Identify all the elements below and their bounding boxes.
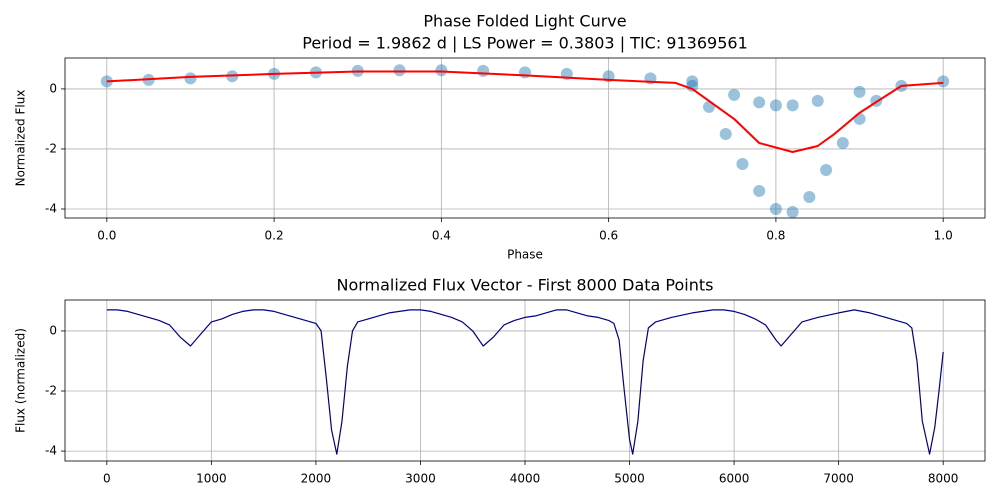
data-point: [820, 163, 833, 176]
data-point: [786, 99, 799, 112]
x-tick-label: 0.4: [432, 229, 451, 243]
data-point: [477, 64, 490, 77]
axes-frame: [64, 299, 986, 462]
x-tick-label: 4000: [510, 472, 541, 486]
x-tick-label: 1000: [196, 472, 227, 486]
chart-title: Normalized Flux Vector - First 8000 Data…: [336, 276, 713, 295]
x-tick-label: 5000: [614, 472, 645, 486]
data-line: [106, 309, 944, 455]
data-point: [853, 85, 866, 98]
data-point: [393, 64, 406, 77]
data-point: [719, 127, 732, 140]
data-point: [736, 157, 749, 170]
data-point: [803, 190, 816, 203]
y-axis-label: Flux (normalized): [14, 328, 28, 433]
data-point: [753, 184, 766, 197]
data-point: [853, 112, 866, 125]
x-tick-label: 7000: [823, 472, 854, 486]
x-tick-label: 0.2: [265, 229, 284, 243]
x-tick-label: 1.0: [934, 229, 953, 243]
y-tick-label: 0: [49, 323, 57, 337]
data-point: [769, 202, 782, 215]
data-point: [435, 64, 448, 77]
y-tick-label: 0: [49, 81, 57, 95]
x-tick-label: 2000: [301, 472, 332, 486]
chart-subtitle: Period = 1.9862 d | LS Power = 0.3803 | …: [302, 34, 748, 53]
axes-frame: [64, 57, 986, 219]
y-tick-label: -4: [45, 444, 57, 458]
chart-title: Phase Folded Light Curve: [423, 12, 626, 31]
data-point: [686, 79, 699, 92]
data-point: [728, 88, 741, 101]
data-point: [937, 75, 950, 88]
x-tick-label: 3000: [405, 472, 436, 486]
x-tick-label: 0: [103, 472, 111, 486]
data-point: [753, 96, 766, 109]
x-tick-label: 8000: [928, 472, 959, 486]
x-tick-label: 0.8: [766, 229, 785, 243]
x-tick-label: 0.6: [599, 229, 618, 243]
data-point: [769, 99, 782, 112]
data-point: [786, 205, 799, 218]
y-tick-label: -4: [45, 201, 57, 215]
data-line: [106, 70, 944, 153]
data-point: [686, 75, 699, 88]
y-tick-label: -2: [45, 384, 57, 398]
x-axis-label: Phase: [507, 248, 543, 262]
x-tick-label: 0.0: [97, 229, 116, 243]
data-point: [836, 136, 849, 149]
y-tick-label: -2: [45, 141, 57, 155]
y-axis-label: Normalized Flux: [14, 90, 28, 187]
data-point: [811, 94, 824, 107]
x-tick-label: 6000: [719, 472, 750, 486]
data-point: [184, 72, 197, 85]
